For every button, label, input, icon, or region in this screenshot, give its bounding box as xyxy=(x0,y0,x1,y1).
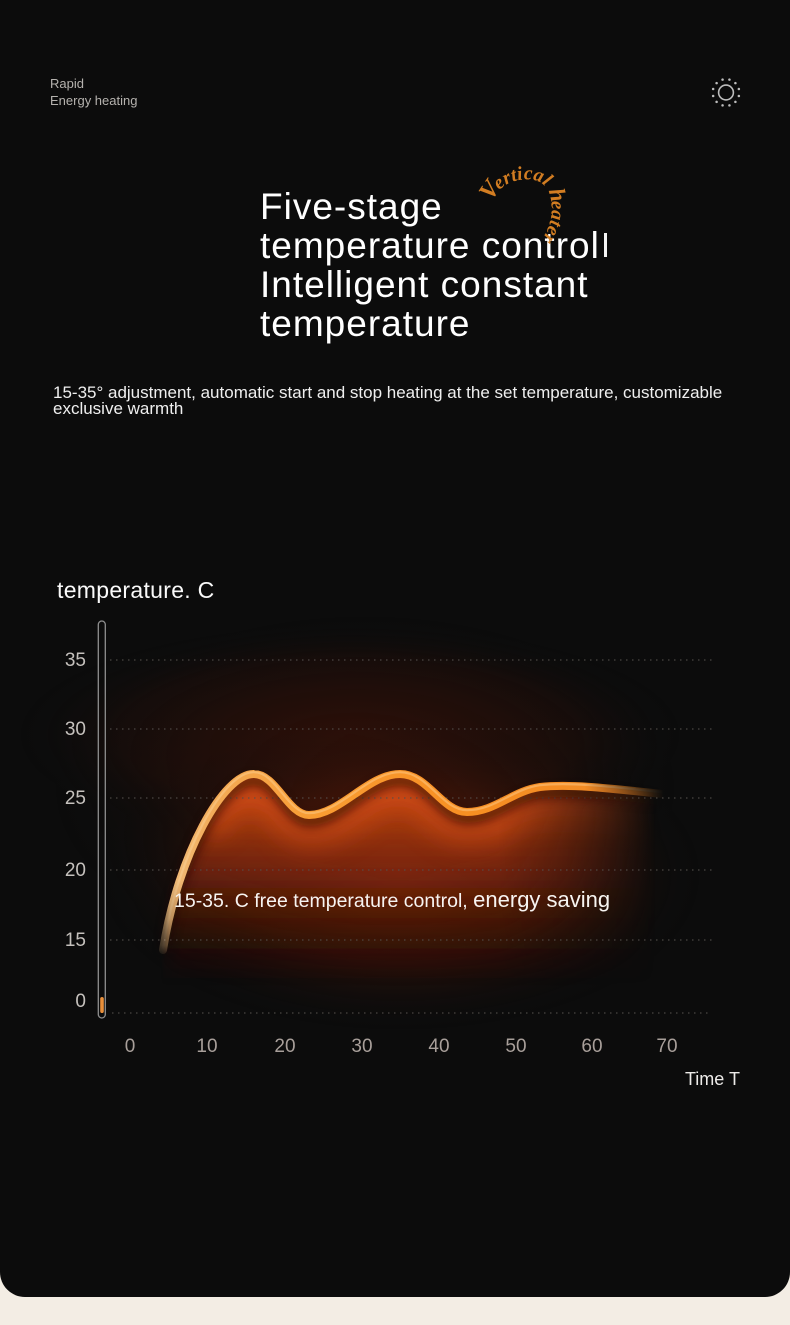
svg-text:30: 30 xyxy=(351,1036,372,1057)
svg-text:70: 70 xyxy=(656,1036,677,1057)
svg-text:0: 0 xyxy=(75,991,86,1012)
svg-text:25: 25 xyxy=(65,788,86,809)
svg-text:35: 35 xyxy=(65,650,86,671)
svg-text:15: 15 xyxy=(65,930,86,951)
svg-text:15-35. C free temperature cont: 15-35. C free temperature control, energ… xyxy=(174,887,610,912)
svg-text:0: 0 xyxy=(125,1036,136,1057)
svg-text:50: 50 xyxy=(505,1036,526,1057)
svg-text:20: 20 xyxy=(274,1036,295,1057)
svg-text:60: 60 xyxy=(581,1036,602,1057)
svg-text:20: 20 xyxy=(65,860,86,881)
svg-text:10: 10 xyxy=(196,1036,217,1057)
svg-text:Time T: Time T xyxy=(685,1069,740,1089)
svg-text:30: 30 xyxy=(65,719,86,740)
svg-text:40: 40 xyxy=(428,1036,449,1057)
svg-text:temperature. C: temperature. C xyxy=(57,577,215,603)
